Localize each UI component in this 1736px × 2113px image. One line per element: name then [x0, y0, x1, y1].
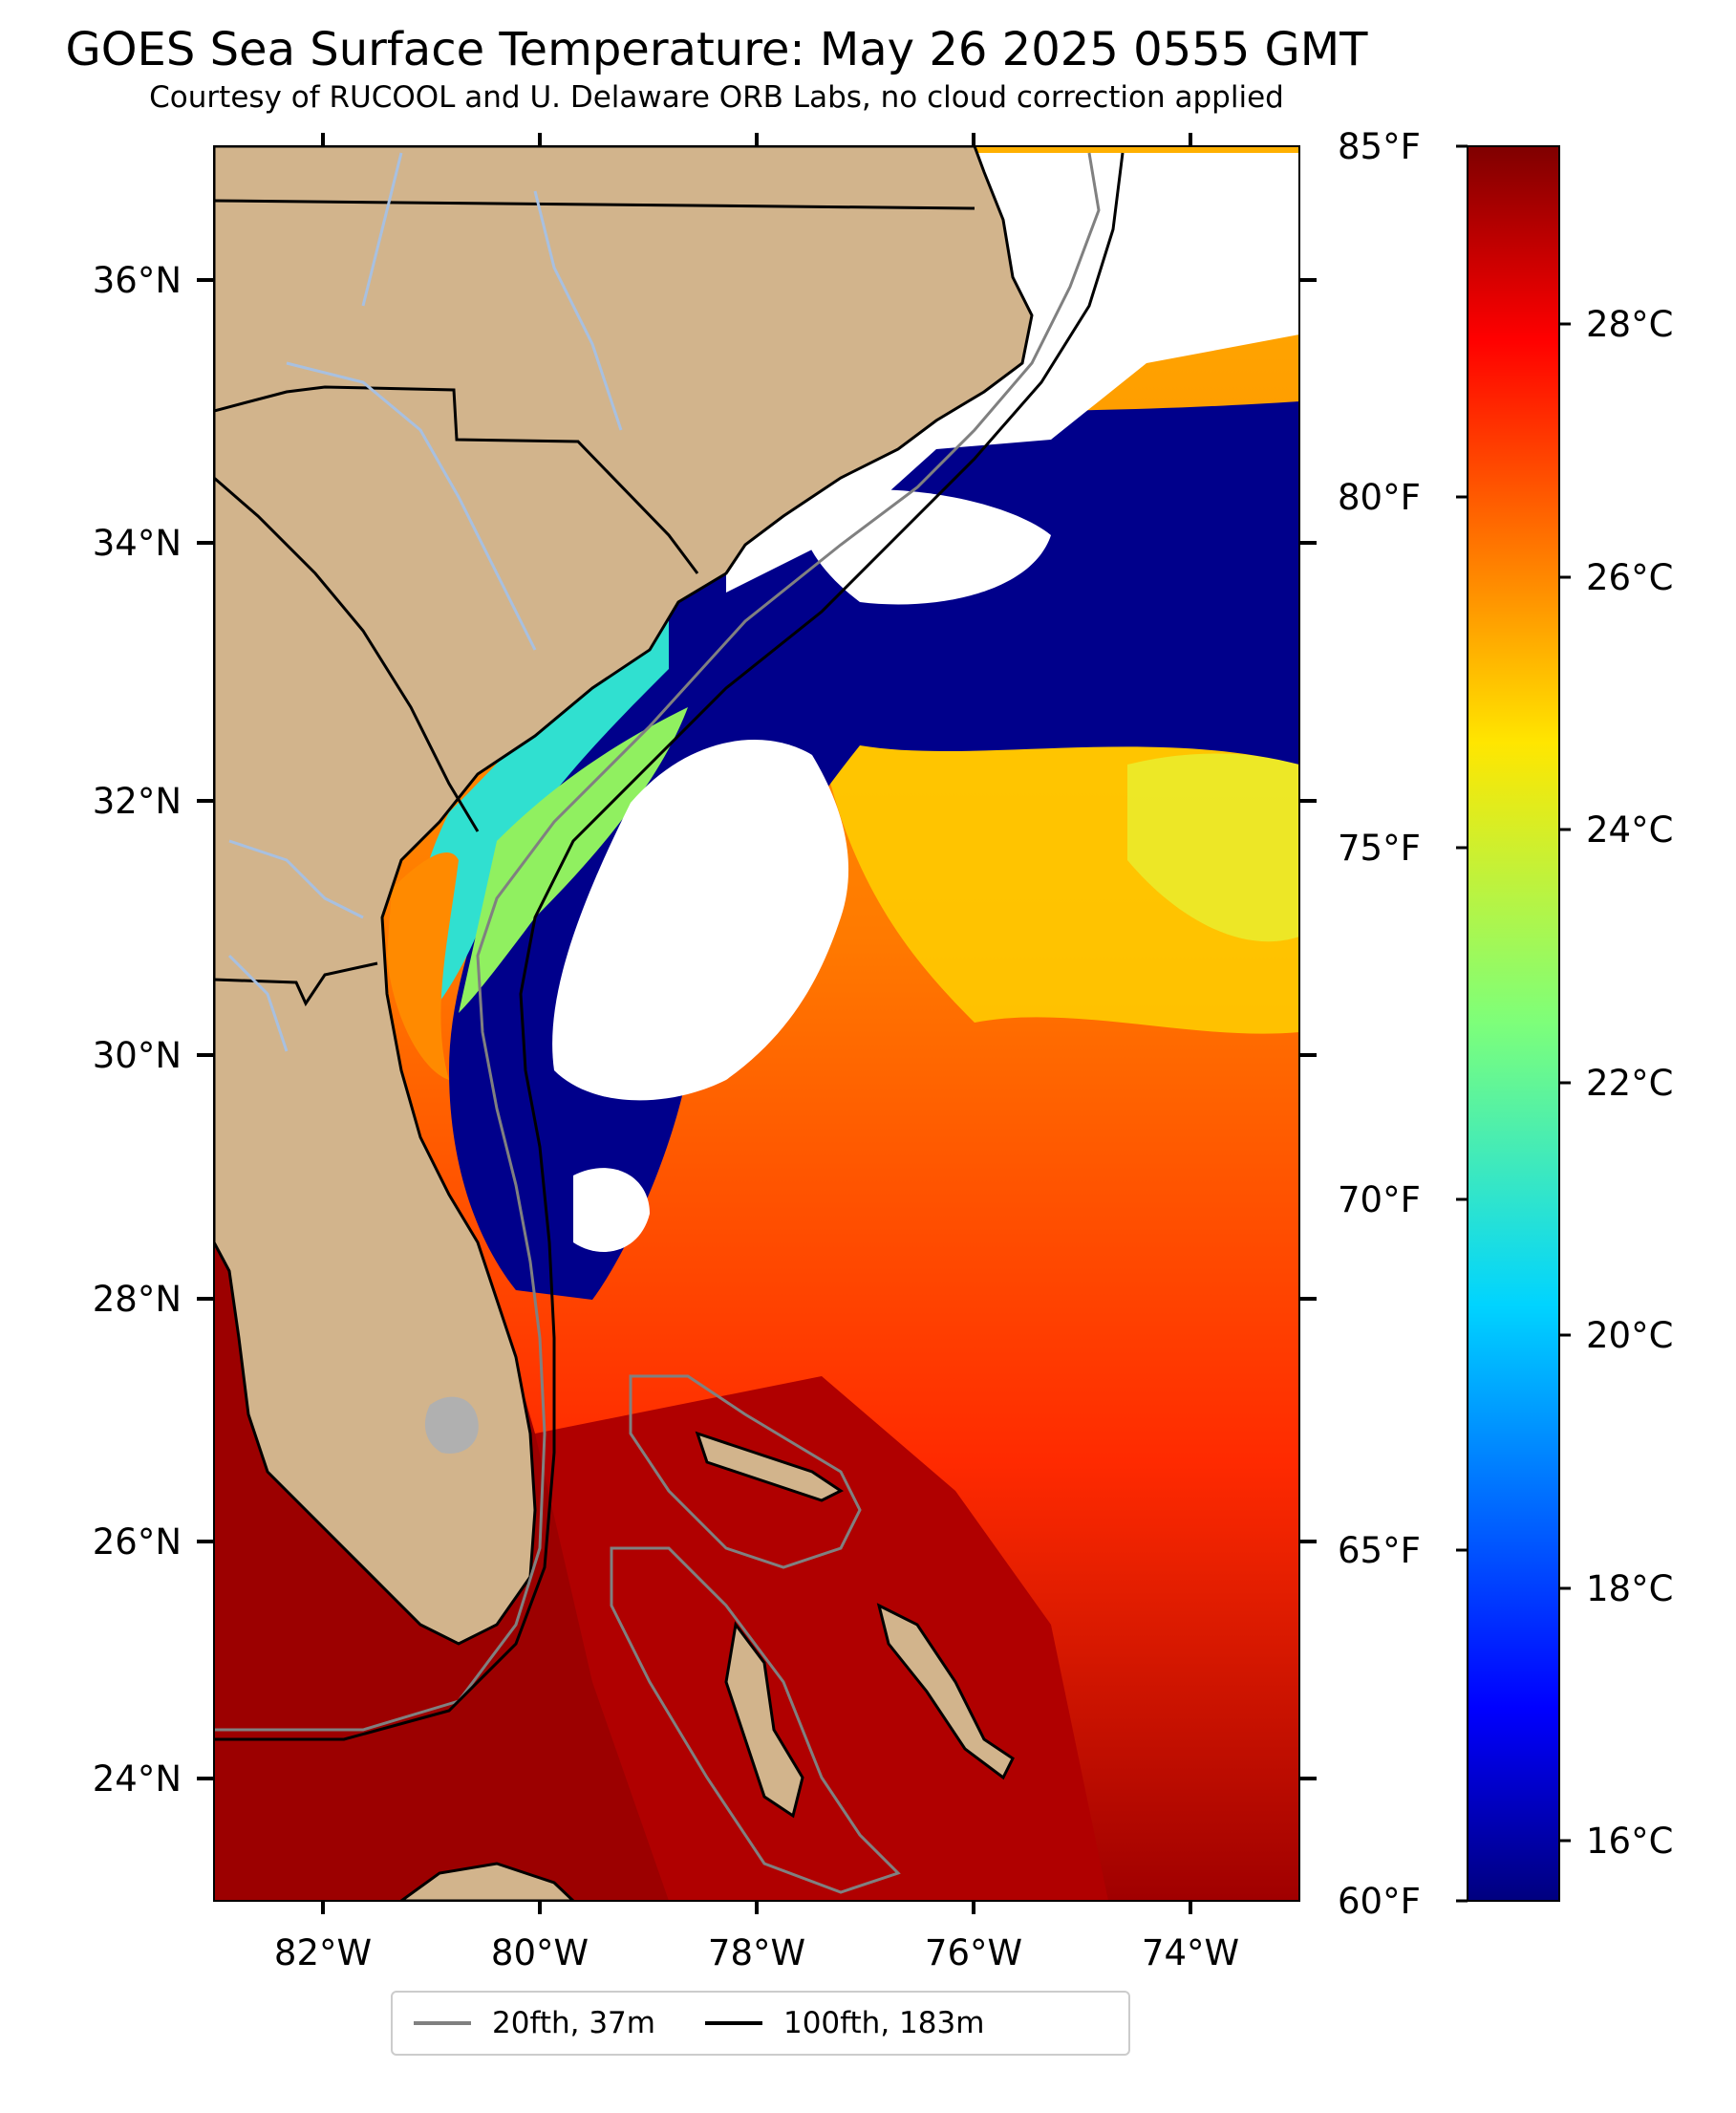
land-mainland [214, 146, 1034, 1646]
colorbar [1467, 145, 1560, 1902]
cloud-mask-north [726, 153, 1299, 593]
x-tick-label: 82°W [274, 1932, 372, 1973]
y-tick-label: 30°N [93, 1035, 182, 1076]
celsius-label: 22°C [1586, 1063, 1673, 1104]
legend-label: 100fth, 183m [782, 2006, 985, 2040]
warm-water-patch [1127, 753, 1299, 942]
legend-item-20fth: 20fth, 37m [414, 2006, 655, 2040]
y-tick-label: 24°N [93, 1758, 182, 1800]
cloud-mask-south [573, 1168, 650, 1252]
celsius-label: 24°C [1586, 809, 1673, 851]
x-tick-label: 74°W [1142, 1932, 1239, 1973]
legend-swatch-gray [414, 2021, 471, 2025]
celsius-label: 16°C [1586, 1821, 1673, 1862]
celsius-label: 26°C [1586, 557, 1673, 598]
state-borders [214, 199, 975, 1007]
legend: 20fth, 37m 100fth, 183m [391, 1991, 1130, 2056]
y-tick-label: 32°N [93, 781, 182, 822]
celsius-label: 28°C [1586, 304, 1673, 345]
x-tick-label: 76°W [925, 1932, 1022, 1973]
fahrenheit-label: 85°F [1338, 126, 1421, 167]
fahrenheit-label: 65°F [1338, 1530, 1421, 1571]
fahrenheit-label: 75°F [1338, 828, 1421, 869]
y-tick-label: 36°N [93, 260, 182, 301]
fahrenheit-label: 80°F [1338, 477, 1421, 518]
fahrenheit-label: 60°F [1338, 1881, 1421, 1922]
y-tick-label: 28°N [93, 1279, 182, 1320]
x-axis [321, 133, 1192, 1914]
bahamas-eleuthera [876, 1603, 1015, 1780]
lake-okeechobee [424, 1396, 479, 1454]
y-axis [197, 278, 1317, 1780]
cloud-mask-offshore [801, 489, 1051, 605]
isobath-100fth [214, 152, 1125, 1741]
bahamas-hot-water [535, 1376, 1108, 1901]
map-subtitle: Courtesy of RUCOOL and U. Delaware ORB L… [149, 80, 1284, 115]
bahamas-andros [724, 1621, 804, 1819]
isobath-20fth-bank [610, 1546, 901, 1894]
fahrenheit-ticks [1456, 144, 1468, 1903]
cloud-mask-central [552, 740, 849, 1101]
legend-swatch-black [704, 2021, 762, 2025]
cuba-coast [398, 1862, 576, 1901]
celsius-label: 20°C [1586, 1315, 1673, 1356]
celsius-ticks [1559, 322, 1571, 1843]
y-tick-label: 26°N [93, 1521, 182, 1563]
x-tick-label: 78°W [708, 1932, 805, 1973]
isobath-20fth [214, 152, 1101, 1732]
nearshore-warm-water [387, 852, 459, 1080]
legend-item-100fth: 100fth, 183m [704, 2006, 985, 2040]
rivers [227, 152, 623, 1052]
bahamas-abaco [695, 1431, 844, 1502]
map-title: GOES Sea Surface Temperature: May 26 202… [65, 23, 1368, 76]
isobath-20fth-bahamas [629, 1374, 862, 1569]
y-tick-label: 34°N [93, 523, 182, 564]
legend-label: 20fth, 37m [492, 2006, 655, 2040]
celsius-label: 18°C [1586, 1568, 1673, 1609]
fahrenheit-label: 70°F [1338, 1179, 1421, 1220]
x-tick-label: 80°W [491, 1932, 589, 1973]
